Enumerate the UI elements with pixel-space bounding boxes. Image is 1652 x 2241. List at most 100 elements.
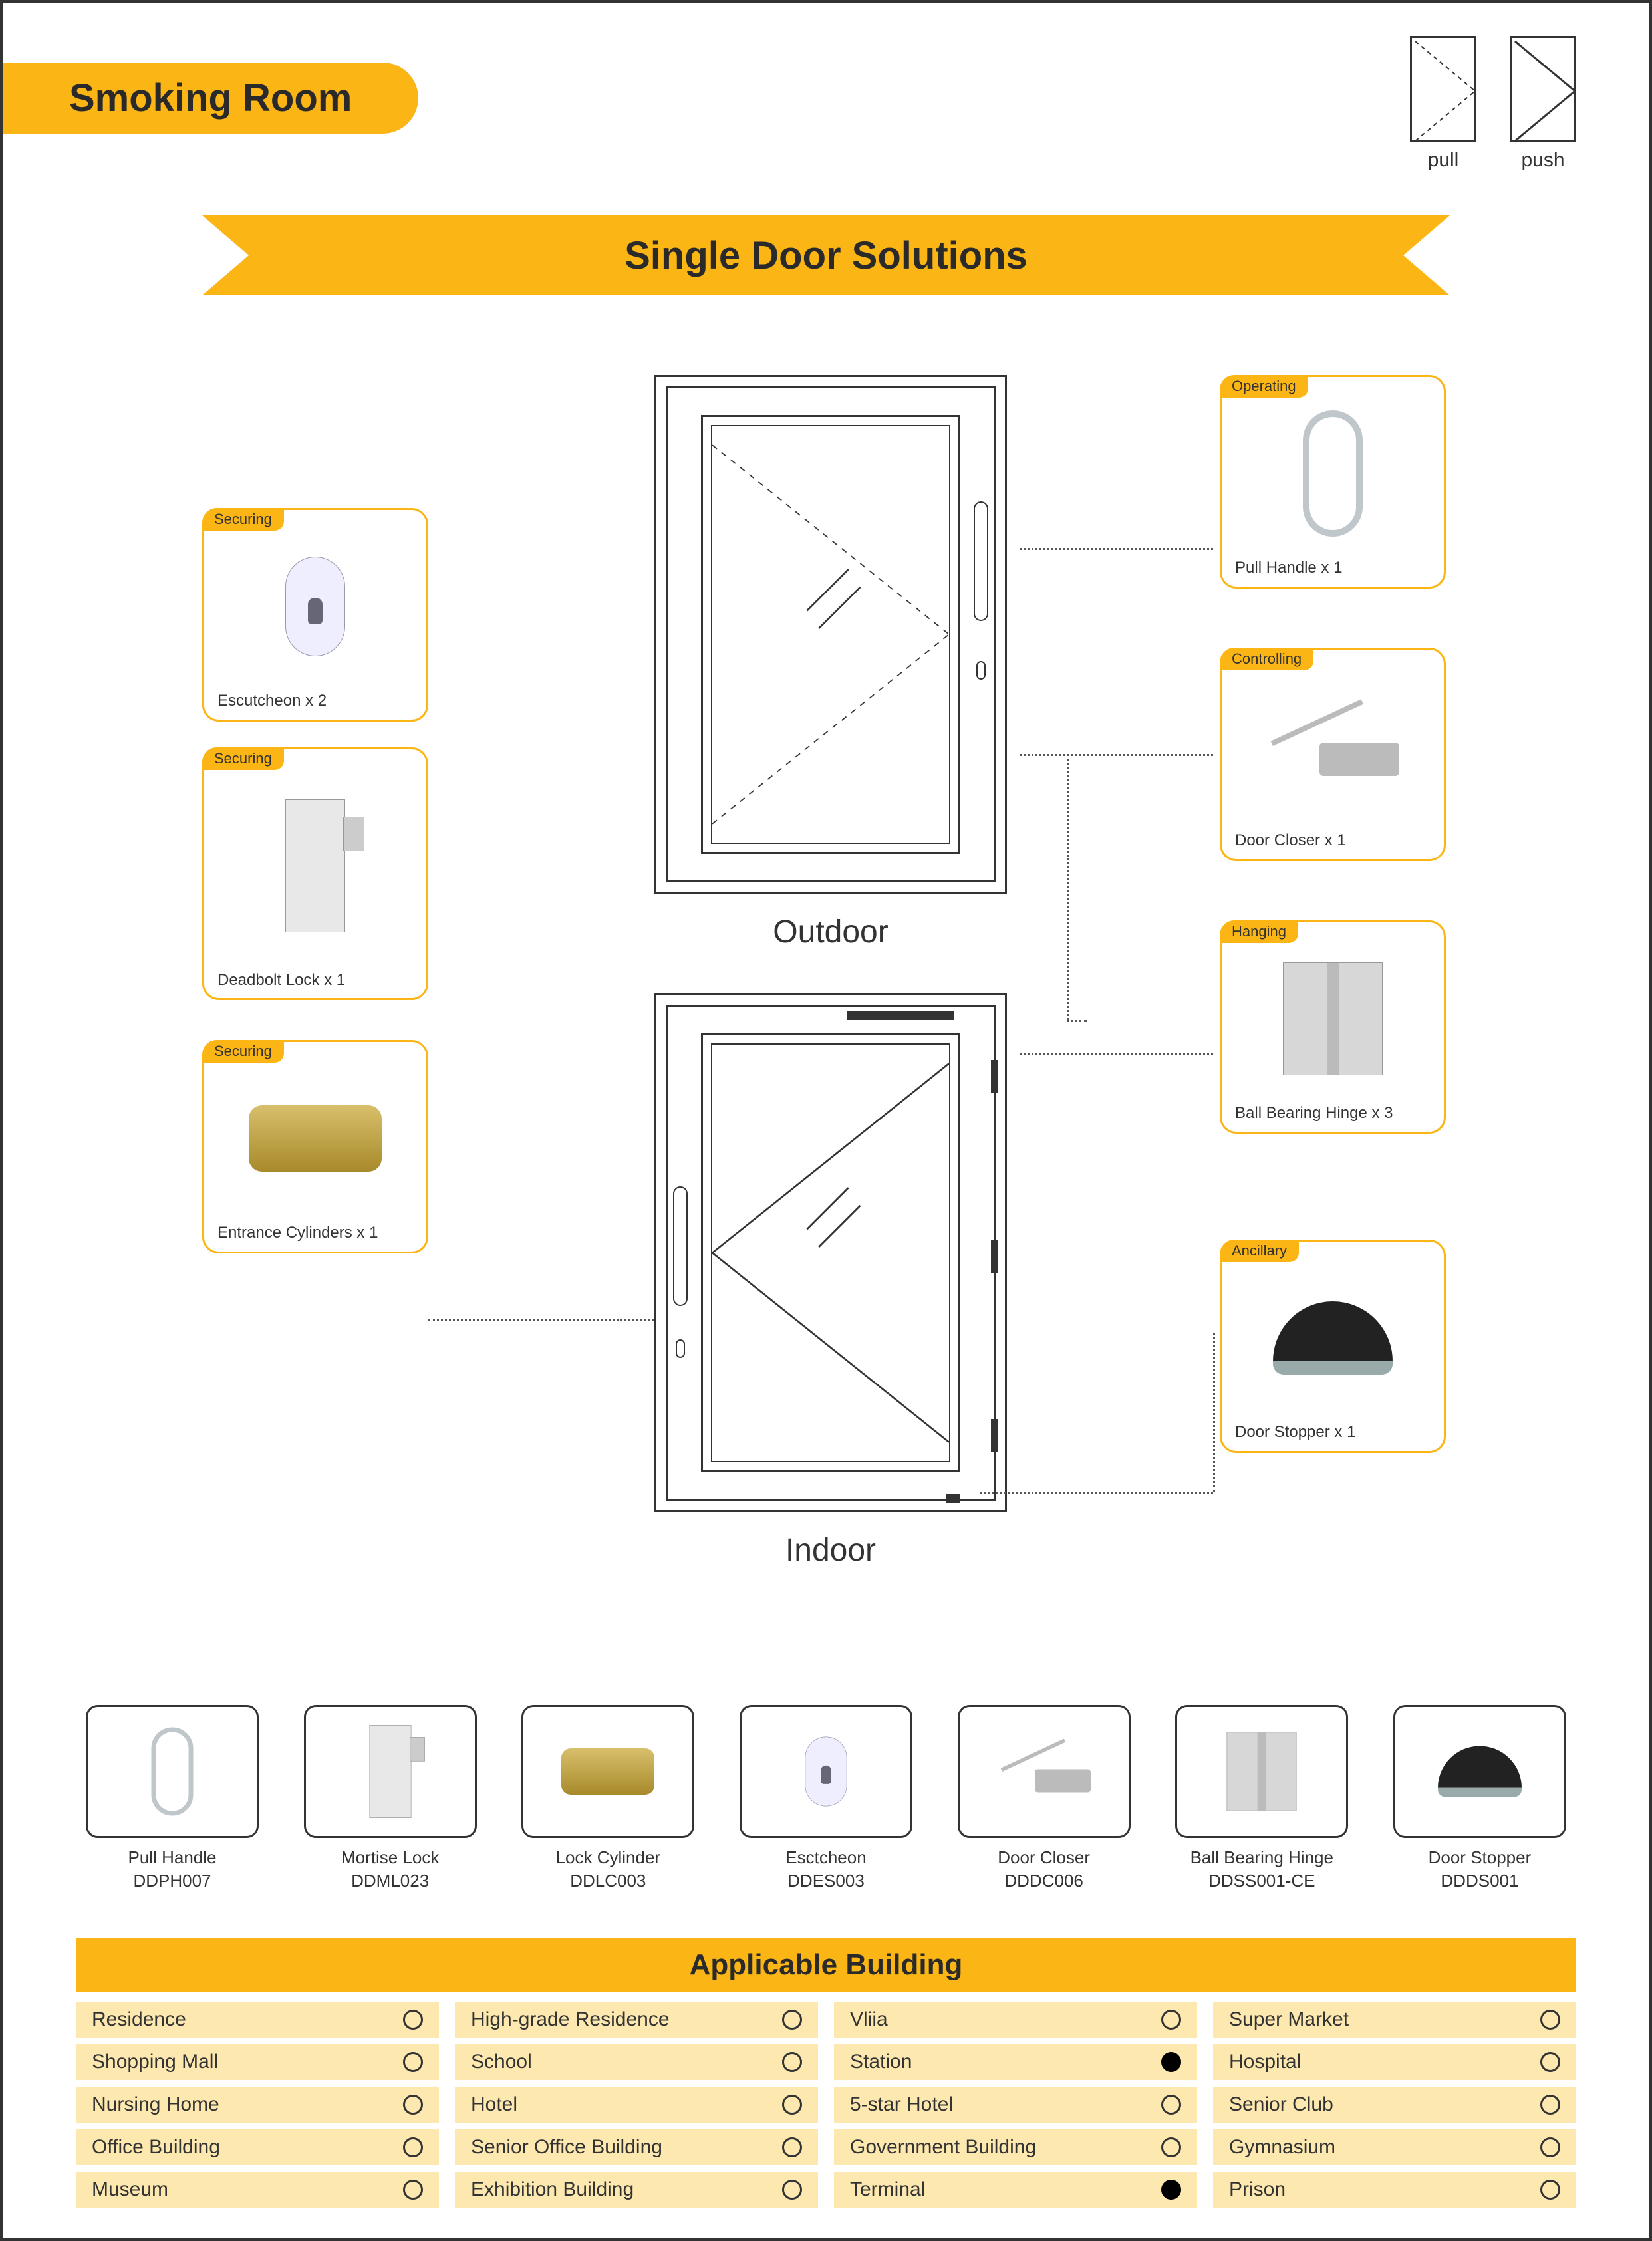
push-label: push [1510, 149, 1576, 172]
product-name: Lock Cylinder [511, 1847, 704, 1868]
applicable-item[interactable]: School [455, 2044, 818, 2080]
applicable-item-marker [1540, 2052, 1560, 2072]
applicable-item[interactable]: Hospital [1213, 2044, 1576, 2080]
product-item: Mortise Lock DDML023 [294, 1705, 487, 1891]
applicable-item[interactable]: Hotel [455, 2087, 818, 2123]
applicable-item-marker [1161, 2137, 1181, 2157]
connector-line [1213, 1333, 1215, 1492]
stopper-tag: Ancillary [1220, 1240, 1299, 1262]
applicable-item[interactable]: Nursing Home [76, 2087, 439, 2123]
applicable-item-label: Terminal [850, 2178, 925, 2201]
applicable-item-marker [403, 2095, 423, 2115]
applicable-grid: Residence High-grade Residence Vliia Super … [76, 2002, 1576, 2208]
applicable-item-label: High-grade Residence [471, 2008, 670, 2031]
applicable-item[interactable]: Office Building [76, 2129, 439, 2165]
applicable-item-label: Shopping Mall [92, 2051, 218, 2073]
connector-line [1020, 754, 1213, 756]
product-item: Door Stopper DDDS001 [1383, 1705, 1576, 1891]
product-thumb [1393, 1705, 1566, 1838]
product-name: Pull Handle [76, 1847, 269, 1868]
deadbolt-caption: Deadbolt Lock x 1 [204, 966, 426, 999]
applicable-item[interactable]: Senior Club [1213, 2087, 1576, 2123]
applicable-item[interactable]: Station [834, 2044, 1197, 2080]
applicable-item-label: Prison [1229, 2178, 1286, 2201]
applicable-item[interactable]: Terminal [834, 2172, 1197, 2208]
applicable-item-marker [782, 2052, 802, 2072]
applicable-item[interactable]: Shopping Mall [76, 2044, 439, 2080]
applicable-item-label: Museum [92, 2178, 168, 2201]
product-name: Mortise Lock [294, 1847, 487, 1868]
product-sku: DDLC003 [511, 1871, 704, 1891]
pullhandle-tag: Operating [1220, 375, 1308, 398]
applicable-item-marker [403, 2180, 423, 2200]
product-sku: DDDS001 [1383, 1871, 1576, 1891]
deadbolt-card: Securing Deadbolt Lock x 1 [202, 747, 428, 1000]
applicable-item-marker [403, 2137, 423, 2157]
product-name: Door Closer [948, 1847, 1141, 1868]
connector-line [1020, 1053, 1213, 1055]
applicable-item-marker [1540, 2180, 1560, 2200]
applicable-item-marker [1540, 2137, 1560, 2157]
applicable-item-marker [782, 2180, 802, 2200]
applicable-item[interactable]: Prison [1213, 2172, 1576, 2208]
door-legend: pull push [1410, 36, 1576, 172]
applicable-item[interactable]: Gymnasium [1213, 2129, 1576, 2165]
applicable-item-label: Nursing Home [92, 2093, 219, 2116]
applicable-item-marker [1161, 2095, 1181, 2115]
connector-line [980, 1492, 1213, 1494]
applicable-item[interactable]: Senior Office Building [455, 2129, 818, 2165]
product-thumb [958, 1705, 1131, 1838]
applicable-item[interactable]: Exhibition Building [455, 2172, 818, 2208]
escutcheon-tag: Securing [202, 508, 284, 531]
applicable-item-label: Hotel [471, 2093, 517, 2116]
pullhandle-icon [1222, 394, 1444, 553]
connector-line [1067, 754, 1069, 1020]
stopper-card: Ancillary Door Stopper x 1 [1220, 1240, 1446, 1453]
indoor-label: Indoor [654, 1532, 1007, 1569]
applicable-item[interactable]: High-grade Residence [455, 2002, 818, 2038]
applicable-item-marker [403, 2052, 423, 2072]
applicable-item-marker [782, 2095, 802, 2115]
ribbon-title: Single Door Solutions [202, 215, 1450, 295]
product-thumb [521, 1705, 694, 1838]
applicable-item[interactable]: Residence [76, 2002, 439, 2038]
doorcloser-tag: Controlling [1220, 648, 1313, 670]
applicable-item[interactable]: Super Market [1213, 2002, 1576, 2038]
applicable-item[interactable]: Museum [76, 2172, 439, 2208]
product-sku: DDDC006 [948, 1871, 1141, 1891]
hinge-caption: Ball Bearing Hinge x 3 [1222, 1099, 1444, 1132]
page-title: Smoking Room [3, 63, 418, 134]
hinge-icon [1222, 939, 1444, 1099]
doorcloser-card: Controlling Door Closer x 1 [1220, 648, 1446, 861]
product-thumb [304, 1705, 477, 1838]
pullhandle-caption: Pull Handle x 1 [1222, 553, 1444, 587]
product-thumb [1175, 1705, 1348, 1838]
applicable-item-label: Gymnasium [1229, 2136, 1335, 2159]
ribbon-text: Single Door Solutions [624, 233, 1028, 278]
product-name: Door Stopper [1383, 1847, 1576, 1868]
stopper-caption: Door Stopper x 1 [1222, 1418, 1444, 1451]
applicable-item[interactable]: Vliia [834, 2002, 1197, 2038]
applicable-item[interactable]: 5-star Hotel [834, 2087, 1197, 2123]
hinge-tag: Hanging [1220, 920, 1298, 943]
product-name: Esctcheon [730, 1847, 922, 1868]
hinge-card: Hanging Ball Bearing Hinge x 3 [1220, 920, 1446, 1134]
cylinder-icon [204, 1059, 426, 1218]
product-item: Esctcheon DDES003 [730, 1705, 922, 1891]
product-sku: DDML023 [294, 1871, 487, 1891]
product-sku: DDES003 [730, 1871, 922, 1891]
product-item: Ball Bearing HingeDDSS001-CE [1165, 1705, 1358, 1891]
escutcheon-icon [204, 527, 426, 686]
product-thumb [740, 1705, 912, 1838]
applicable-item[interactable]: Government Building [834, 2129, 1197, 2165]
pullhandle-card: Operating Pull Handle x 1 [1220, 375, 1446, 589]
applicable-item-marker [1540, 2010, 1560, 2030]
connector-line [428, 1319, 654, 1321]
product-item: Door Closer DDDC006 [948, 1705, 1141, 1891]
cylinder-caption: Entrance Cylinders x 1 [204, 1218, 426, 1252]
applicable-item-marker [782, 2137, 802, 2157]
applicable-item-marker [403, 2010, 423, 2030]
applicable-item-label: School [471, 2051, 532, 2073]
applicable-item-label: Exhibition Building [471, 2178, 634, 2201]
indoor-door-diagram [654, 993, 1007, 1512]
